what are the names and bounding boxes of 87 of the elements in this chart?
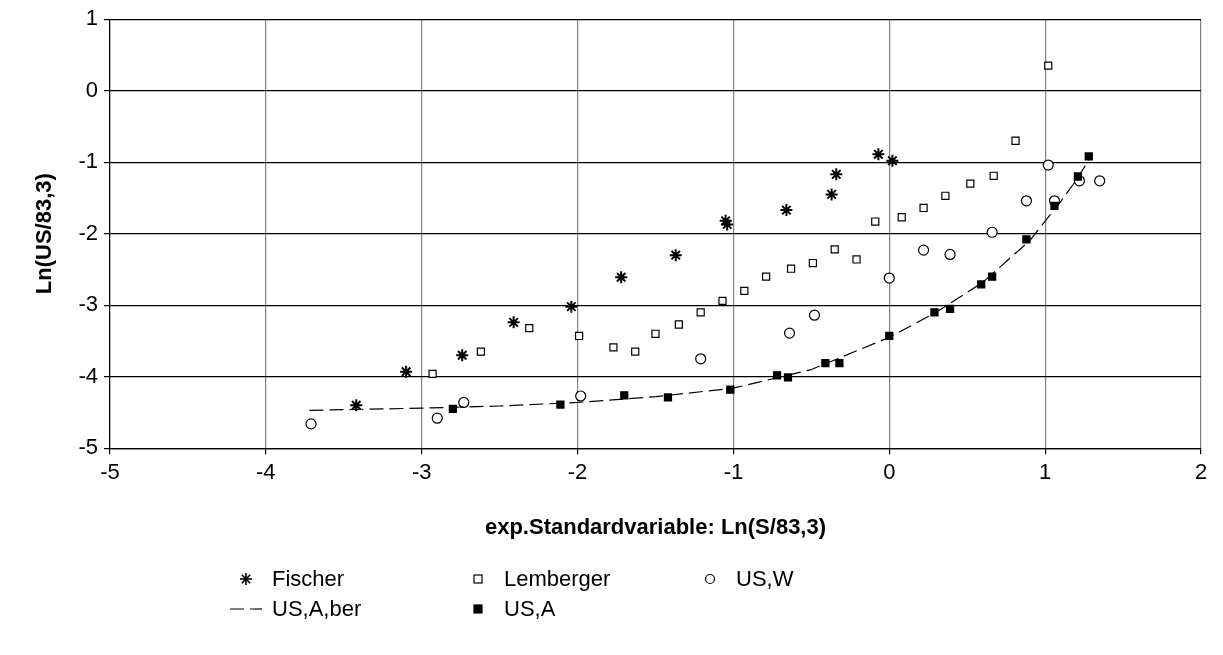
point: [431, 412, 443, 424]
point: [614, 270, 629, 285]
y-tick-label: -2: [78, 219, 98, 245]
legend-label: US,A,ber: [272, 596, 362, 622]
y-tick-label: -4: [78, 362, 98, 388]
point: [1094, 175, 1106, 187]
point: [525, 323, 534, 333]
point: [808, 309, 821, 321]
point: [783, 327, 796, 339]
point: [399, 364, 414, 379]
point: [556, 400, 565, 409]
point: [696, 308, 705, 317]
point: [830, 245, 839, 254]
point: [718, 296, 727, 306]
point: [871, 217, 880, 226]
point: [786, 264, 796, 273]
y-tick-label: -1: [78, 148, 98, 174]
point: [1011, 136, 1020, 145]
point: [674, 320, 683, 329]
y-tick-label: 1: [85, 5, 98, 31]
point: [829, 167, 844, 182]
point: [1044, 61, 1053, 70]
point: [808, 258, 818, 268]
point: [455, 348, 470, 363]
point: [966, 179, 975, 188]
point: [575, 390, 587, 402]
legend-label: Lemberger: [504, 566, 611, 592]
point: [977, 280, 986, 289]
point: [783, 373, 793, 382]
y-tick-label: -5: [78, 434, 98, 460]
point: [989, 171, 998, 180]
point: [762, 272, 771, 281]
point: [930, 308, 939, 317]
point: [695, 353, 707, 365]
point: [1084, 152, 1093, 161]
legend-label: US,W: [736, 566, 794, 592]
x-tick-label: -4: [256, 459, 276, 485]
y-axis-title: Ln(US/83,3): [31, 173, 57, 295]
point: [988, 272, 997, 281]
point: [620, 391, 629, 400]
point: [852, 255, 861, 264]
x-axis-title: exp.Standardvariable: Ln(S/83,3): [484, 513, 827, 539]
point: [506, 315, 521, 330]
point: [821, 358, 830, 368]
point: [885, 153, 900, 168]
point: [564, 299, 579, 314]
point: [941, 191, 950, 200]
legend-label: US,A: [504, 596, 556, 622]
point: [871, 147, 886, 162]
point: [726, 385, 735, 394]
point: [944, 248, 956, 261]
y-tick-label: 0: [85, 76, 98, 102]
point: [574, 331, 584, 341]
point: [428, 369, 437, 378]
x-tick-label: -1: [723, 459, 744, 485]
point: [651, 329, 660, 338]
point: [609, 343, 618, 352]
point: [779, 203, 794, 218]
point: [883, 272, 895, 284]
point: [476, 347, 486, 356]
point: [305, 418, 317, 430]
point: [720, 217, 735, 232]
point: [663, 393, 673, 402]
point: [917, 244, 930, 256]
x-tick-label: 2: [1194, 459, 1208, 485]
point: [740, 286, 749, 296]
legend-label: Fischer: [272, 566, 345, 592]
point: [945, 304, 955, 313]
x-tick-label: 1: [1039, 459, 1052, 485]
point: [668, 248, 683, 263]
x-tick-label: -3: [411, 459, 432, 485]
y-tick-label: -3: [78, 291, 98, 317]
point: [349, 398, 364, 413]
x-tick-label: -2: [567, 459, 588, 485]
point: [631, 347, 640, 356]
point: [1073, 172, 1082, 181]
point: [897, 213, 906, 222]
point: [458, 396, 470, 409]
point: [1050, 201, 1059, 210]
point: [1020, 195, 1033, 207]
x-tick-label: 0: [883, 459, 896, 485]
point: [1022, 235, 1031, 244]
point: [919, 203, 928, 213]
point: [835, 358, 844, 368]
point: [1042, 159, 1054, 171]
point: [824, 187, 839, 202]
point: [986, 226, 998, 238]
